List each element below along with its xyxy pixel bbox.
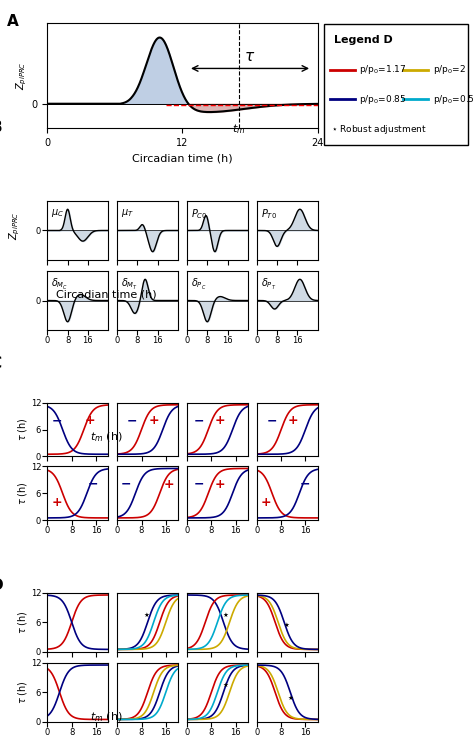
Text: p/p$_0$=2: p/p$_0$=2 — [432, 63, 465, 76]
Text: $\star$ Robust adjustment: $\star$ Robust adjustment — [331, 123, 427, 136]
Text: +: + — [261, 496, 271, 508]
Text: p/p$_0$=0.5: p/p$_0$=0.5 — [432, 93, 474, 106]
Text: +: + — [51, 496, 62, 508]
Text: p/p$_0$=1.17: p/p$_0$=1.17 — [359, 63, 407, 76]
Text: $t_m$ (h): $t_m$ (h) — [91, 430, 123, 444]
Text: $\delta_{P_C}$: $\delta_{P_C}$ — [191, 277, 206, 292]
Y-axis label: $Z_{piPRC}$: $Z_{piPRC}$ — [14, 61, 29, 89]
Text: p/p$_0$=0.85: p/p$_0$=0.85 — [359, 93, 406, 106]
X-axis label: Circadian time (h): Circadian time (h) — [132, 153, 233, 164]
Text: $\star$: $\star$ — [282, 618, 290, 631]
Text: D: D — [0, 578, 3, 593]
Text: −: − — [300, 478, 310, 491]
Text: $\star$: $\star$ — [221, 678, 229, 691]
Text: +: + — [288, 414, 299, 427]
Text: $P_{C0}$: $P_{C0}$ — [191, 207, 207, 220]
Text: +: + — [148, 414, 159, 427]
Text: $\tau$: $\tau$ — [245, 49, 255, 64]
Text: Legend D: Legend D — [334, 35, 393, 45]
Text: +: + — [215, 478, 226, 491]
Y-axis label: $\tau$ (h): $\tau$ (h) — [16, 611, 29, 634]
Y-axis label: $\tau$ (h): $\tau$ (h) — [16, 481, 29, 505]
Text: B: B — [0, 120, 2, 135]
Text: −: − — [121, 478, 132, 491]
Text: $Z_{piPRC}$: $Z_{piPRC}$ — [7, 211, 21, 240]
Text: −: − — [88, 478, 98, 491]
Text: +: + — [164, 478, 174, 491]
Text: $\mu_T$: $\mu_T$ — [121, 207, 134, 219]
Y-axis label: $\tau$ (h): $\tau$ (h) — [16, 681, 29, 704]
Text: −: − — [267, 414, 277, 427]
Text: $\mu_C$: $\mu_C$ — [51, 207, 64, 219]
Text: $\star$: $\star$ — [286, 690, 294, 704]
Text: −: − — [194, 478, 204, 491]
Text: −: − — [127, 414, 137, 427]
Text: +: + — [215, 414, 226, 427]
Text: $\star$: $\star$ — [221, 608, 229, 621]
Text: +: + — [84, 414, 95, 427]
Text: $P_{T0}$: $P_{T0}$ — [261, 207, 276, 220]
Y-axis label: $\tau$ (h): $\tau$ (h) — [16, 417, 29, 441]
Text: $\delta_{P_T}$: $\delta_{P_T}$ — [261, 277, 276, 292]
Text: Circadian time (h): Circadian time (h) — [56, 289, 157, 299]
Text: −: − — [194, 414, 204, 427]
Text: $\delta_{M_C}$: $\delta_{M_C}$ — [51, 277, 68, 292]
Text: C: C — [0, 356, 1, 371]
Text: −: − — [51, 414, 62, 427]
Text: A: A — [7, 14, 18, 29]
Text: $\delta_{M_T}$: $\delta_{M_T}$ — [121, 277, 138, 292]
Text: $t_m$: $t_m$ — [232, 122, 246, 136]
Text: $t_m$ (h): $t_m$ (h) — [91, 711, 123, 724]
Text: $\star$: $\star$ — [142, 608, 150, 621]
